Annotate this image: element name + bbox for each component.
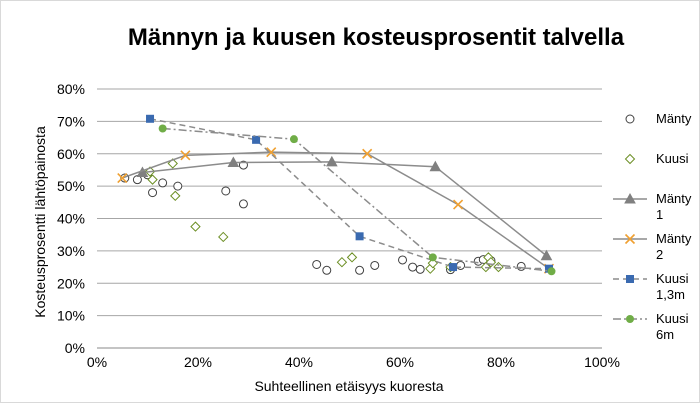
series-5 [146, 114, 553, 273]
legend-label: Mänty [656, 191, 692, 206]
data-point [415, 264, 425, 274]
data-point [516, 261, 526, 271]
y-axis-title: Kosteusprosentti lähtöpainosta [32, 126, 48, 318]
series-line [149, 118, 549, 270]
data-point [158, 124, 167, 133]
data-point [453, 199, 464, 210]
chart-title: Männyn ja kuusen kosteusprosentit talvel… [128, 24, 625, 51]
data-point [170, 190, 181, 202]
data-point [398, 255, 408, 265]
x-tick-label: 100% [584, 354, 620, 370]
data-point [180, 150, 191, 161]
data-point [147, 174, 158, 185]
legend-marker [624, 153, 636, 165]
legend-item: Kuusi [624, 151, 689, 166]
data-point [266, 147, 277, 158]
data-point [252, 135, 261, 144]
data-point [449, 263, 458, 272]
data-point [355, 232, 364, 241]
y-tick-label: 40% [57, 211, 85, 227]
series-3 [136, 155, 553, 261]
series-line [142, 161, 547, 257]
legend-marker [626, 275, 634, 283]
data-point [312, 259, 322, 269]
y-tick-label: 30% [57, 243, 85, 259]
legend-label: 1 [656, 207, 663, 222]
legend-label: Kuusi [656, 151, 689, 166]
data-point [173, 181, 183, 191]
legend-marker [624, 233, 636, 245]
y-tick-label: 80% [57, 81, 85, 97]
data-point [493, 261, 504, 273]
data-point [221, 186, 231, 196]
data-point [146, 114, 155, 123]
data-point [540, 249, 553, 261]
legend-label: Mänty [656, 231, 692, 246]
data-point [427, 257, 439, 269]
data-point [428, 253, 437, 262]
data-point [429, 160, 442, 172]
y-tick-label: 20% [57, 275, 85, 291]
tick-labels: 0% 10% 20% 30% 40% 50% 60% 70% 80% 0% 20% 40% 60% 80%… [57, 81, 620, 370]
y-tick-label: 10% [57, 308, 85, 324]
data-point [408, 262, 418, 272]
series-2 [144, 158, 504, 274]
legend-item: Mänty [625, 111, 692, 126]
data-point [325, 155, 338, 167]
legend-label: 6m [656, 327, 674, 342]
data-point [158, 178, 168, 188]
x-tick-label: 40% [285, 354, 313, 370]
data-point [227, 156, 240, 167]
x-tick-label: 20% [184, 354, 212, 370]
series-line [121, 151, 550, 270]
data-point [148, 188, 158, 198]
legend-marker [624, 192, 636, 204]
data-point [362, 148, 373, 159]
series-6 [158, 124, 556, 276]
y-tick-label: 0% [65, 340, 85, 356]
legend-label: 1,3m [656, 287, 685, 302]
x-tick-label: 60% [386, 354, 414, 370]
legend-marker [625, 114, 635, 124]
data-point [218, 231, 229, 243]
data-point [456, 260, 466, 270]
y-tick-label: 60% [57, 146, 85, 162]
legend-label: Mänty [656, 111, 692, 126]
x-tick-label: 80% [487, 354, 515, 370]
data-point [547, 267, 556, 276]
data-point [355, 265, 365, 275]
data-point [190, 221, 201, 232]
data-point [322, 265, 332, 275]
x-axis-title: Suhteellinen etäisyys kuoresta [254, 378, 443, 394]
y-tick-label: 50% [57, 178, 85, 194]
data-point [370, 260, 380, 270]
series-1 [120, 160, 526, 275]
legend-marker [626, 315, 634, 323]
data-point [238, 199, 248, 209]
x-tick-label: 0% [87, 354, 107, 370]
y-tick-label: 70% [57, 113, 85, 129]
data-point [336, 256, 348, 268]
legend-label: Kuusi [656, 311, 689, 326]
legend-label: Kuusi [656, 271, 689, 286]
legend-label: 2 [656, 247, 663, 262]
series-layer [117, 114, 556, 276]
series-line [162, 127, 552, 273]
data-point [117, 172, 128, 184]
data-point [346, 252, 358, 263]
data-point [289, 135, 298, 144]
